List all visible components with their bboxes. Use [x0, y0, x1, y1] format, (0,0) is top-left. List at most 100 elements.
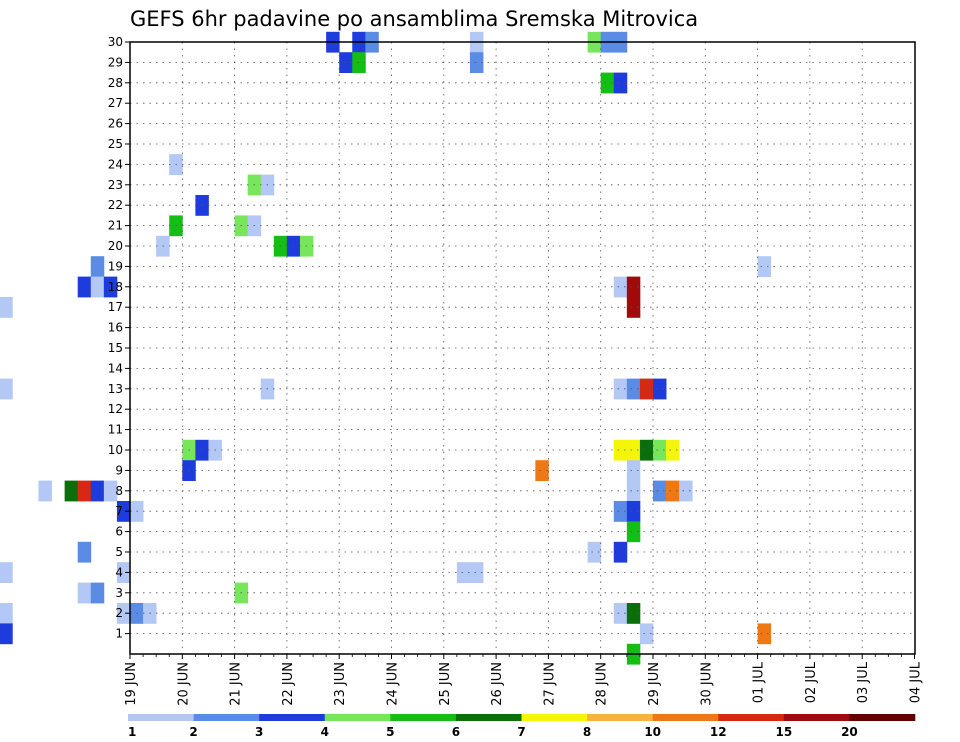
y-tick-label: 16 — [108, 321, 123, 335]
precip-cell — [613, 603, 628, 624]
colorbar-swatch — [652, 714, 719, 721]
precip-cell — [77, 276, 92, 298]
y-tick-label: 1 — [115, 627, 123, 641]
x-tick-label: 25 JUN — [438, 662, 453, 706]
colorbar-swatch — [324, 714, 391, 721]
y-tick-label: 22 — [108, 198, 123, 212]
precip-cell — [626, 480, 641, 502]
precip-cell — [0, 297, 13, 318]
colorbar-swatch — [390, 714, 457, 721]
x-tick-label: 03 JUL — [856, 661, 871, 703]
precip-cell — [757, 623, 772, 645]
precip-cell — [0, 623, 13, 645]
x-tick-label: 21 JUN — [229, 662, 244, 706]
precip-cell — [90, 582, 105, 604]
x-tick-label: 19 JUN — [124, 662, 139, 706]
y-tick-label: 12 — [108, 402, 123, 416]
x-tick-label: 02 JUL — [804, 661, 819, 703]
y-tick-label: 7 — [115, 504, 123, 518]
y-tick-label: 10 — [108, 443, 123, 457]
precip-cell — [653, 378, 667, 400]
precip-cell — [116, 501, 131, 522]
y-tick-label: 29 — [108, 55, 123, 69]
x-tick-label: 29 JUN — [647, 662, 662, 706]
precip-cell — [639, 623, 654, 645]
precip-cell — [626, 276, 641, 298]
y-tick-label: 20 — [108, 239, 123, 253]
x-tick-label: 22 JUN — [281, 662, 296, 706]
y-tick-label: 26 — [108, 117, 123, 131]
precip-cell — [0, 378, 13, 400]
y-tick-label: 24 — [108, 157, 123, 171]
precip-cell — [679, 480, 693, 502]
colorbar-label: 3 — [255, 725, 263, 739]
precip-cell — [77, 480, 92, 502]
precip-cell — [469, 52, 484, 73]
precip-cell — [613, 439, 628, 461]
precip-cell — [757, 256, 772, 277]
colorbar-swatch — [718, 714, 785, 721]
colorbar-swatch — [193, 714, 260, 721]
precip-cell — [90, 480, 105, 502]
colorbar-swatch — [259, 714, 326, 721]
precip-cell — [626, 378, 641, 400]
precip-cell — [613, 378, 628, 400]
colorbar-label: 20 — [841, 725, 858, 739]
y-tick-label: 15 — [108, 341, 123, 355]
y-axis-member-labels: 1234567891011121314151617181920212223242… — [108, 35, 130, 641]
precip-cell — [626, 297, 641, 318]
precip-cell — [626, 460, 641, 481]
y-tick-label: 8 — [115, 484, 123, 498]
precip-cell — [626, 501, 641, 522]
precip-cell — [613, 276, 628, 298]
precip-cell — [116, 562, 131, 583]
colorbar-label: 12 — [710, 725, 727, 739]
precip-cell — [626, 603, 641, 624]
colorbar-legend: 1 2 3 4 5 6 7 8 10 12 15 20 — [128, 714, 916, 739]
precip-cell — [469, 562, 484, 583]
precip-cell — [666, 439, 680, 461]
y-tick-label: 11 — [108, 423, 123, 437]
y-tick-label: 3 — [115, 586, 123, 600]
y-tick-label: 21 — [108, 219, 123, 233]
y-tick-label: 17 — [108, 300, 123, 314]
precip-cell — [116, 603, 131, 624]
precip-cell — [626, 521, 641, 543]
precip-cell — [653, 480, 667, 502]
precip-cell — [64, 480, 79, 502]
precip-cell — [77, 541, 92, 563]
precip-cell — [0, 603, 13, 624]
x-tick-label: 01 JUL — [752, 661, 767, 703]
precip-cell — [587, 541, 602, 563]
precip-cell — [613, 72, 628, 94]
y-tick-label: 19 — [108, 259, 123, 273]
y-tick-label: 14 — [108, 361, 123, 375]
x-tick-label: 20 JUN — [176, 662, 191, 706]
x-tick-label: 28 JUN — [595, 662, 610, 706]
precip-cell — [600, 72, 615, 94]
y-tick-label: 30 — [108, 35, 123, 49]
x-tick-label: 23 JUN — [333, 662, 348, 706]
precipitation-cells — [0, 31, 772, 665]
precip-cell — [90, 276, 105, 298]
precip-cell — [535, 460, 549, 481]
y-tick-label: 13 — [108, 382, 123, 396]
colorbar-label: 6 — [452, 725, 460, 739]
colorbar-label: 15 — [775, 725, 792, 739]
colorbar-label: 8 — [583, 725, 591, 739]
x-tick-label: 04 JUL — [909, 661, 924, 703]
y-tick-label: 25 — [108, 137, 123, 151]
y-tick-label: 2 — [115, 606, 123, 620]
precip-cell — [103, 480, 118, 502]
x-tick-label: 30 JUN — [699, 662, 714, 706]
colorbar-swatch — [587, 714, 653, 721]
x-tick-label: 27 JUN — [542, 662, 557, 706]
precip-cell — [352, 52, 366, 73]
colorbar-swatch — [783, 714, 850, 721]
precip-cell — [456, 562, 471, 583]
y-tick-label: 27 — [108, 96, 123, 110]
colorbar-label: 5 — [386, 725, 394, 739]
colorbar-label: 2 — [189, 725, 197, 739]
colorbar-swatch — [521, 714, 588, 721]
